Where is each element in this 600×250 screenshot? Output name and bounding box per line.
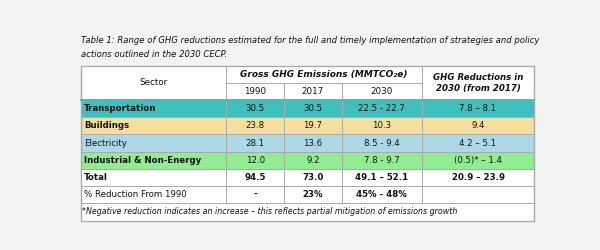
Bar — [80, 169, 226, 186]
Text: 7.8 – 8.1: 7.8 – 8.1 — [460, 104, 497, 113]
Text: 10.3: 10.3 — [372, 122, 391, 130]
Text: Electricity: Electricity — [84, 138, 127, 147]
Text: 73.0: 73.0 — [302, 173, 323, 182]
Bar — [342, 100, 422, 117]
Bar — [226, 169, 284, 186]
Text: *Negative reduction indicates an increase – this reflects partial mitigation of : *Negative reduction indicates an increas… — [82, 208, 458, 216]
Bar — [422, 169, 535, 186]
Bar — [226, 66, 422, 83]
Bar — [226, 134, 284, 152]
Bar — [80, 186, 226, 203]
Bar — [342, 117, 422, 134]
Bar — [226, 186, 284, 203]
Text: 12.0: 12.0 — [245, 156, 265, 165]
Text: % Reduction From 1990: % Reduction From 1990 — [84, 190, 187, 199]
Bar — [422, 134, 535, 152]
Text: 22.5 - 22.7: 22.5 - 22.7 — [358, 104, 405, 113]
Bar — [342, 186, 422, 203]
Bar — [284, 83, 342, 100]
Text: 94.5: 94.5 — [245, 173, 266, 182]
Bar — [284, 117, 342, 134]
Text: 2030: 2030 — [371, 87, 393, 96]
Text: Industrial & Non-Energy: Industrial & Non-Energy — [84, 156, 202, 165]
Text: 7.8 - 9.7: 7.8 - 9.7 — [364, 156, 400, 165]
Text: 8.5 - 9.4: 8.5 - 9.4 — [364, 138, 400, 147]
Text: 45% - 48%: 45% - 48% — [356, 190, 407, 199]
Text: 23.8: 23.8 — [245, 122, 265, 130]
Bar — [422, 152, 535, 169]
Bar — [422, 117, 535, 134]
Text: Gross GHG Emissions (MMTCO₂e): Gross GHG Emissions (MMTCO₂e) — [240, 70, 408, 79]
Text: 49.1 – 52.1: 49.1 – 52.1 — [355, 173, 409, 182]
Text: 1990: 1990 — [244, 87, 266, 96]
Text: Transportation: Transportation — [84, 104, 157, 113]
Bar — [422, 100, 535, 117]
Text: 30.5: 30.5 — [245, 104, 265, 113]
Bar — [342, 83, 422, 100]
Bar — [284, 134, 342, 152]
Text: Total: Total — [84, 173, 108, 182]
Bar — [284, 186, 342, 203]
Bar — [80, 203, 535, 220]
Bar — [226, 83, 284, 100]
Bar — [342, 169, 422, 186]
Bar — [342, 134, 422, 152]
Bar — [226, 117, 284, 134]
Bar — [284, 152, 342, 169]
Text: 19.7: 19.7 — [304, 122, 323, 130]
Bar — [80, 152, 226, 169]
Bar — [80, 117, 226, 134]
Text: (0.5)* – 1.4: (0.5)* – 1.4 — [454, 156, 502, 165]
Text: Sector: Sector — [139, 78, 167, 87]
Text: 9.4: 9.4 — [471, 122, 485, 130]
Text: 20.9 – 23.9: 20.9 – 23.9 — [452, 173, 505, 182]
Bar — [226, 100, 284, 117]
Text: Buildings: Buildings — [84, 122, 130, 130]
Bar — [226, 152, 284, 169]
Text: 9.2: 9.2 — [306, 156, 320, 165]
Bar — [342, 152, 422, 169]
Text: Table 1: Range of GHG reductions estimated for the full and timely implementatio: Table 1: Range of GHG reductions estimat… — [80, 36, 539, 45]
Text: GHG Reductions in
2030 (from 2017): GHG Reductions in 2030 (from 2017) — [433, 73, 523, 92]
Text: -: - — [253, 190, 257, 199]
Bar — [80, 134, 226, 152]
Text: 30.5: 30.5 — [304, 104, 323, 113]
Text: 28.1: 28.1 — [245, 138, 265, 147]
Text: 13.6: 13.6 — [304, 138, 323, 147]
Bar — [422, 186, 535, 203]
Bar — [284, 169, 342, 186]
Text: 23%: 23% — [303, 190, 323, 199]
Text: actions outlined in the 2030 CECP.: actions outlined in the 2030 CECP. — [80, 50, 227, 59]
Bar — [284, 100, 342, 117]
Bar — [80, 100, 226, 117]
Text: 2017: 2017 — [302, 87, 324, 96]
Text: 4.2 – 5.1: 4.2 – 5.1 — [460, 138, 497, 147]
